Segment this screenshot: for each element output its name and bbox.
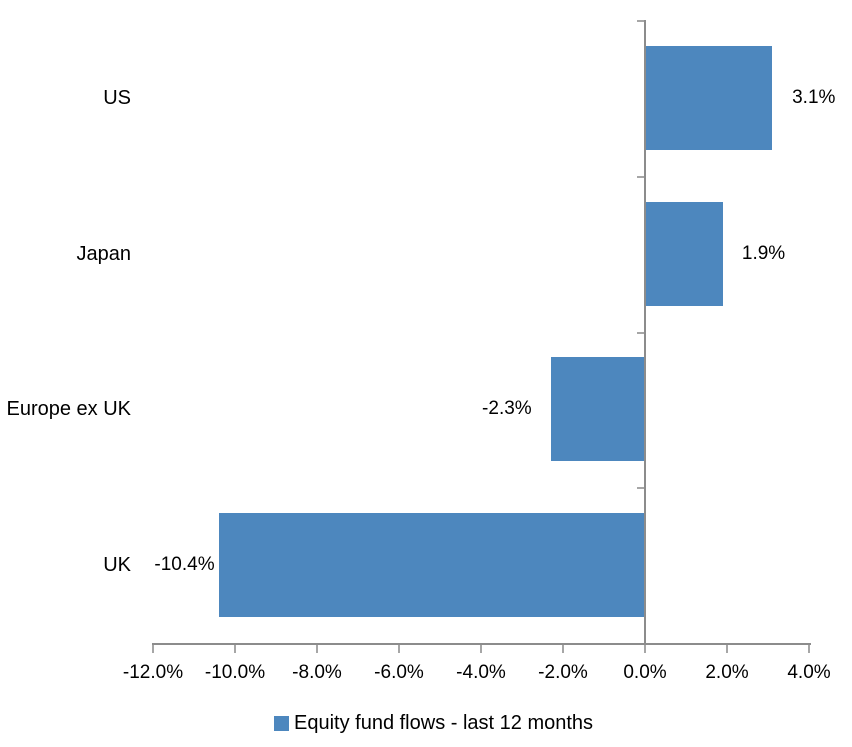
category-label-us: US xyxy=(103,86,131,109)
x-tick-label-5: -2.0% xyxy=(538,662,588,683)
bar-us xyxy=(645,45,773,150)
data-label-uk: -10.4% xyxy=(154,554,215,576)
category-axis-line xyxy=(644,20,646,645)
x-tick-label-6: 0.0% xyxy=(623,662,667,683)
value-axis-tick xyxy=(480,644,482,653)
category-label-europe-ex-uk: Europe ex UK xyxy=(6,398,131,421)
x-tick-label-1: -10.0% xyxy=(204,662,266,683)
category-axis-tick xyxy=(637,487,645,490)
category-axis-tick xyxy=(637,175,645,178)
category-label-japan: Japan xyxy=(76,242,132,265)
value-axis-tick xyxy=(562,644,564,653)
x-tick-label-4: -4.0% xyxy=(456,662,506,683)
bar-uk xyxy=(218,513,645,618)
value-axis-tick xyxy=(726,644,728,653)
bar-japan xyxy=(645,201,723,306)
category-axis-tick xyxy=(637,20,645,22)
x-tick-label-8: 4.0% xyxy=(787,662,831,683)
x-tick-label-7: 2.0% xyxy=(705,662,749,683)
value-axis-tick xyxy=(808,644,810,653)
legend-swatch-icon xyxy=(274,715,289,731)
value-axis-tick xyxy=(234,644,236,653)
legend-label: Equity fund flows - last 12 months xyxy=(294,712,594,734)
x-tick-label-2: -8.0% xyxy=(292,662,342,683)
bar-europe-ex-uk xyxy=(550,357,645,462)
x-tick-label-3: -6.0% xyxy=(374,662,424,683)
data-label-japan: 1.9% xyxy=(741,242,786,264)
value-axis-tick xyxy=(152,644,154,653)
value-axis-tick xyxy=(398,644,400,653)
value-axis-tick xyxy=(644,644,646,653)
x-tick-label-0: -12.0% xyxy=(122,662,184,683)
data-label-europe-ex-uk: -2.3% xyxy=(482,398,532,420)
category-label-uk: UK xyxy=(103,554,131,577)
legend: Equity fund flows - last 12 months xyxy=(274,709,593,737)
category-axis-tick xyxy=(637,331,645,334)
data-label-us: 3.1% xyxy=(792,86,836,108)
value-axis-tick xyxy=(316,644,318,653)
value-axis-line xyxy=(152,643,811,645)
